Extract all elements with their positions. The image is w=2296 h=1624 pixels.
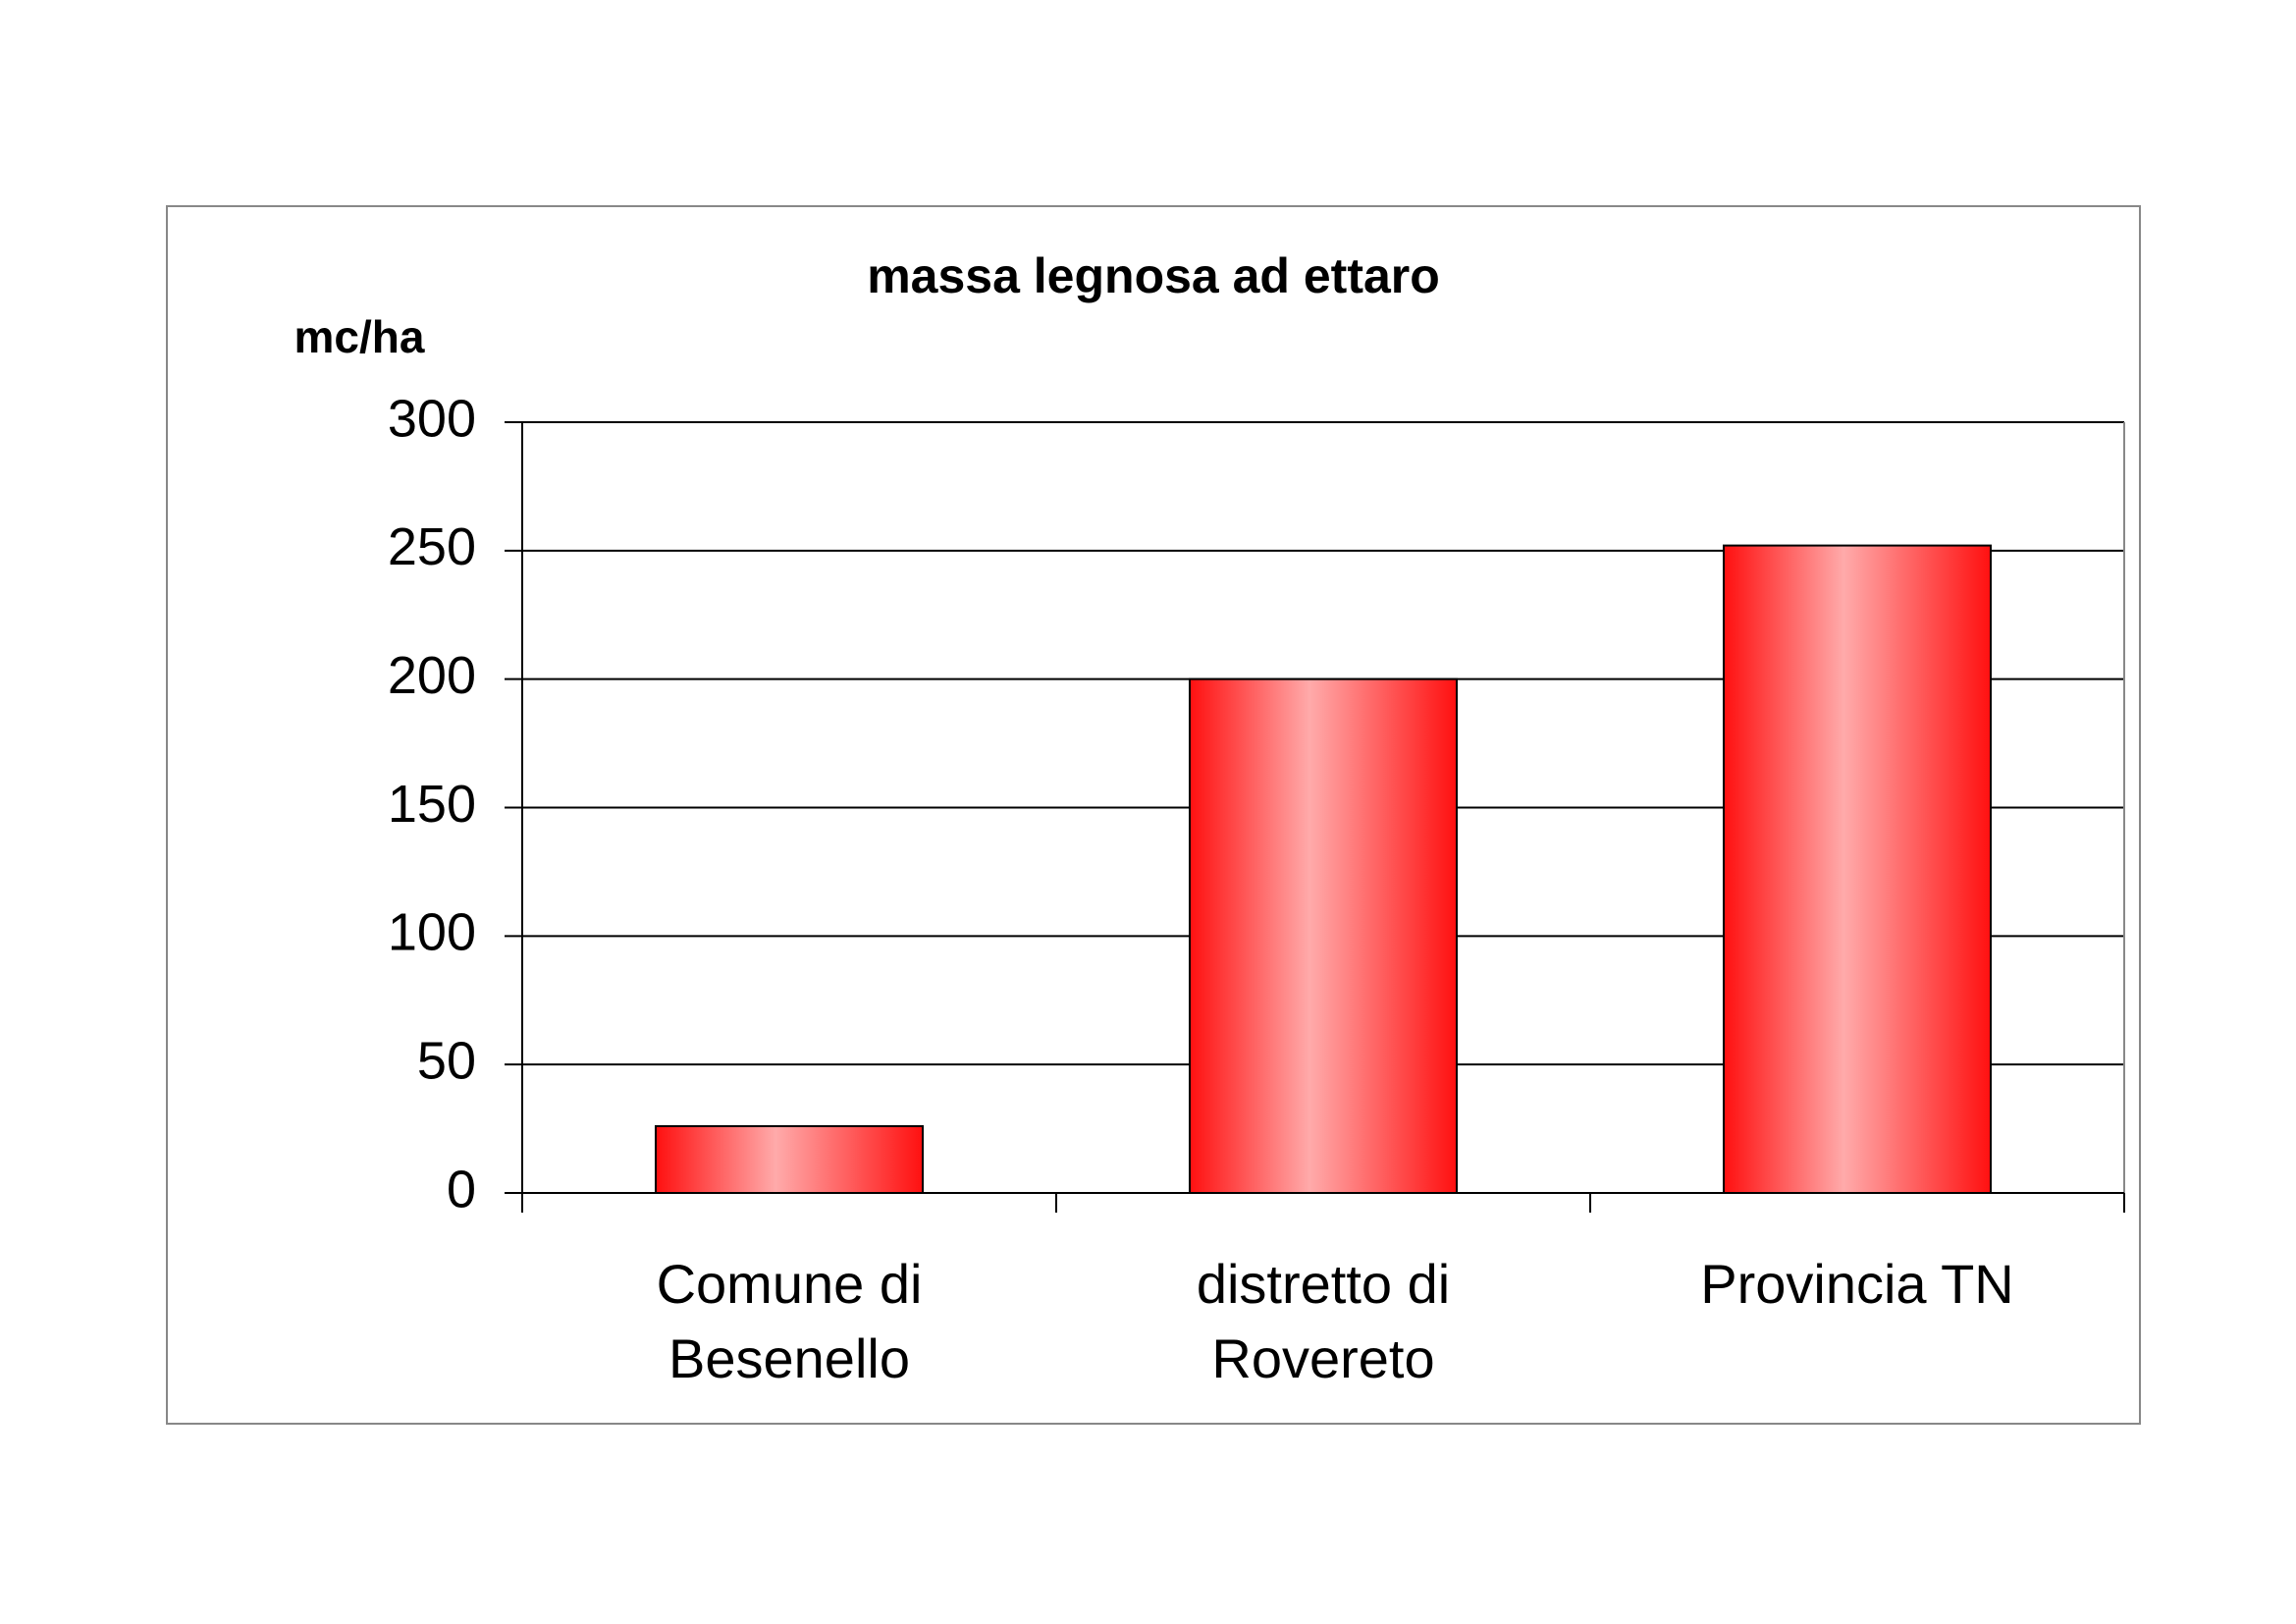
x-tick-label: distretto di Rovereto <box>1196 1253 1451 1389</box>
y-tick-label: 150 <box>388 775 476 834</box>
y-tick-label: 100 <box>388 903 476 962</box>
y-tick-label: 0 <box>447 1160 476 1218</box>
x-tick-label: Provincia TN <box>1700 1253 2014 1315</box>
y-tick-label: 200 <box>388 646 476 705</box>
chart-title: massa legnosa ad ettaro <box>867 248 1440 303</box>
y-tick-label: 300 <box>388 389 476 448</box>
y-tick-label: 50 <box>417 1031 476 1090</box>
x-tick-label: Comune di Besenello <box>656 1253 923 1389</box>
bar <box>655 1124 924 1195</box>
bar <box>1723 544 1992 1194</box>
bar <box>1189 677 1458 1194</box>
y-axis-label: mc/ha <box>294 311 425 362</box>
y-tick-label: 250 <box>388 517 476 576</box>
